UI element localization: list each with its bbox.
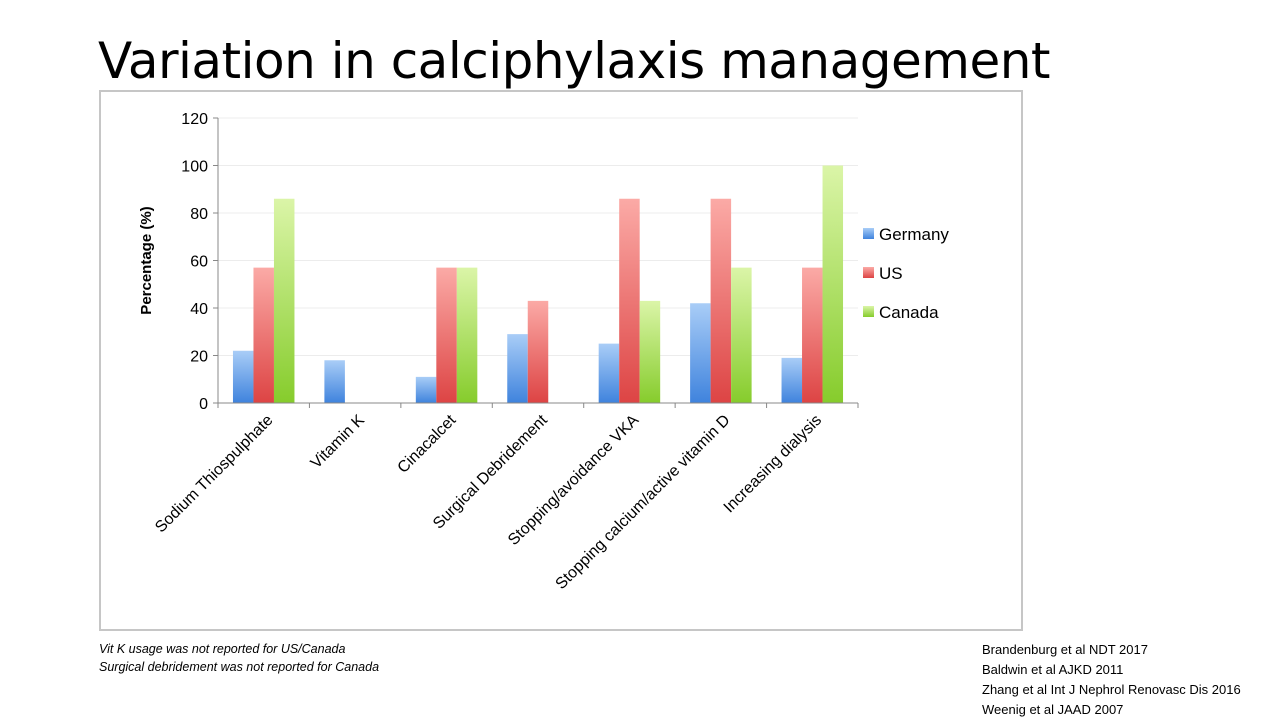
- bar-canada: [273, 198, 295, 403]
- chart-frame: 0 20 40 60 80 100 120 Percentage (%) Sodium Thio…: [99, 90, 1023, 631]
- bar-us: [802, 267, 823, 403]
- bar-canada: [456, 267, 478, 403]
- legend-swatch-us: [863, 267, 874, 278]
- y-tick-label: 60: [190, 254, 208, 271]
- y-tick-label: 0: [199, 396, 208, 413]
- footnotes: Vit K usage was not reported for US/Cana…: [99, 640, 379, 676]
- x-category-label: Increasing dialysis: [721, 412, 825, 516]
- bar-germany: [598, 343, 620, 403]
- slide-title: Variation in calciphylaxis management: [98, 32, 1051, 90]
- bar-germany: [415, 376, 437, 403]
- bar-chart: 0 20 40 60 80 100 120 Percentage (%) Sodium Thio…: [138, 111, 949, 593]
- bar-us: [253, 267, 274, 403]
- bar-canada: [822, 165, 844, 403]
- bar-canada: [731, 267, 752, 403]
- bar-canada: [639, 300, 661, 403]
- x-category-label: Stopping calcium/active vitamin D: [553, 412, 734, 593]
- bar-germany: [507, 334, 528, 403]
- bar-us: [436, 267, 457, 403]
- reference: Zhang et al Int J Nephrol Renovasc Dis 2…: [982, 682, 1241, 697]
- x-category-label: Vitamin K: [308, 412, 368, 472]
- bar-us: [527, 300, 549, 403]
- legend-label-canada: Canada: [879, 303, 939, 322]
- reference: Baldwin et al AJKD 2011: [982, 662, 1124, 677]
- legend-label-us: US: [879, 264, 903, 283]
- y-tick-label: 40: [190, 301, 208, 318]
- y-tick-label: 20: [190, 349, 208, 366]
- y-tick-label: 100: [181, 159, 208, 176]
- bar-us: [710, 198, 732, 403]
- y-axis-label: Percentage (%): [138, 206, 155, 314]
- legend-swatch-canada: [863, 306, 874, 317]
- legend-swatch-germany: [863, 228, 874, 239]
- x-category-label: Cinacalcet: [395, 411, 460, 476]
- bar-us: [619, 198, 640, 403]
- bar-germany: [232, 350, 254, 403]
- reference: Weenig et al JAAD 2007: [982, 702, 1124, 717]
- references: Brandenburg et al NDT 2017 Baldwin et al…: [982, 640, 1241, 720]
- bar-germany: [781, 357, 803, 403]
- bar-germany: [690, 303, 711, 403]
- x-category-label: Sodium Thiospulphate: [152, 412, 276, 536]
- y-tick-label: 80: [190, 206, 208, 223]
- reference: Brandenburg et al NDT 2017: [982, 642, 1148, 657]
- footnote: Surgical debridement was not reported fo…: [99, 660, 380, 674]
- bar-germany: [324, 360, 345, 403]
- y-tick-label: 120: [181, 111, 208, 128]
- footnote: Vit K usage was not reported for US/Cana…: [99, 642, 346, 656]
- legend-label-germany: Germany: [879, 225, 949, 244]
